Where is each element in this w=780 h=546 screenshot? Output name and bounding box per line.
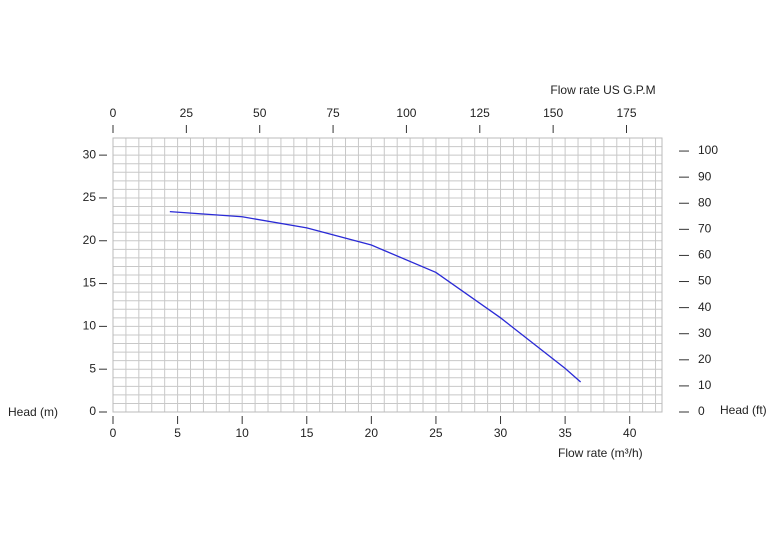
y2-tick-label: 80 <box>698 195 712 209</box>
x-tick-label: 0 <box>110 426 117 440</box>
x-tick-label: 40 <box>623 426 637 440</box>
x2-tick-label: 25 <box>180 106 194 120</box>
y2-tick-label: 30 <box>698 326 712 340</box>
curve <box>169 210 582 383</box>
x2-tick-label: 50 <box>253 106 267 120</box>
y-tick-label: 30 <box>83 147 97 161</box>
y-tick-label: 15 <box>83 276 97 290</box>
y-tick-label: 20 <box>83 233 97 247</box>
y2-tick-label: 70 <box>698 222 712 236</box>
y2-tick-label: 90 <box>698 169 712 183</box>
x2-tick-label: 150 <box>543 106 563 120</box>
x2-tick-label: 175 <box>616 106 636 120</box>
x2-axis-label: Flow rate US G.P.M <box>550 83 655 97</box>
x-tick-label: 10 <box>235 426 249 440</box>
y2-tick-label: 0 <box>698 404 705 418</box>
x-tick-label: 20 <box>365 426 379 440</box>
y-tick-label: 25 <box>83 190 97 204</box>
y2-tick-label: 50 <box>698 274 712 288</box>
y2-tick-label: 60 <box>698 248 712 262</box>
y-tick-label: 0 <box>89 404 96 418</box>
y2-tick-label: 20 <box>698 352 712 366</box>
y-tick-label: 10 <box>83 319 97 333</box>
x2-tick-label: 0 <box>110 106 117 120</box>
x-tick-label: 35 <box>558 426 572 440</box>
x-tick-label: 15 <box>300 426 314 440</box>
y2-tick-label: 10 <box>698 378 712 392</box>
x2-tick-label: 75 <box>326 106 340 120</box>
y2-tick-label: 40 <box>698 300 712 314</box>
x-tick-label: 25 <box>429 426 443 440</box>
plot-frame <box>112 137 663 413</box>
x2-tick-label: 125 <box>470 106 490 120</box>
x2-tick-label: 100 <box>396 106 416 120</box>
y-axis-label: Head (m) <box>8 405 58 419</box>
y2-axis-label: Head (ft) <box>720 403 767 417</box>
y2-tick-label: 100 <box>698 143 718 157</box>
x-axis-label: Flow rate (m³/h) <box>558 446 643 460</box>
x-tick-label: 30 <box>494 426 508 440</box>
y-tick-label: 5 <box>89 361 96 375</box>
x-tick-label: 5 <box>174 426 181 440</box>
